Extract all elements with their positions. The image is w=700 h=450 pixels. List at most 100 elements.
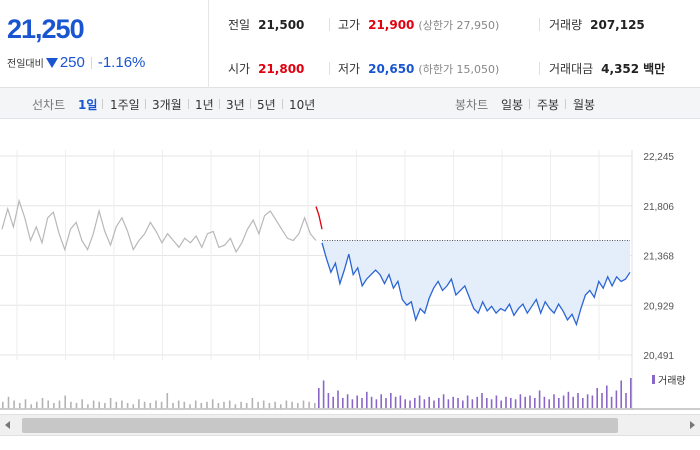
- stat-value: 20,650: [368, 62, 415, 76]
- volume-bar: [466, 395, 469, 408]
- volume-bar: [342, 398, 344, 408]
- volume-bar: [615, 390, 618, 408]
- volume-bar: [562, 395, 565, 408]
- down-triangle-icon: [45, 57, 58, 68]
- volume-bar: [601, 393, 603, 408]
- volume-legend-swatch: [652, 375, 655, 384]
- volume-bar: [471, 399, 474, 409]
- price-chart[interactable]: 22,245 21,806 21,368 20,929 20,491: [0, 120, 700, 414]
- volume-bar: [155, 400, 157, 408]
- volume-bar: [58, 400, 61, 408]
- volume-bar: [251, 398, 254, 408]
- chart-scrollbar[interactable]: [0, 414, 700, 436]
- candle-daily-tab[interactable]: 일봉: [501, 98, 524, 112]
- volume-bar: [366, 391, 368, 409]
- volume-bar: [390, 393, 392, 408]
- series-line-today: [321, 242, 631, 327]
- stat-high: 고가 21,900 (상한가 27,950): [338, 16, 499, 33]
- volume-bar: [132, 404, 135, 409]
- volume-bar: [7, 396, 10, 409]
- volume-bar: [92, 400, 95, 408]
- scroll-right-icon[interactable]: [684, 415, 700, 435]
- volume-bar: [394, 396, 397, 409]
- volume-bar: [548, 399, 550, 409]
- volume-bar: [291, 401, 293, 409]
- stat-value: 207,125: [590, 18, 645, 32]
- candle-monthly-tab[interactable]: 월봉: [573, 98, 596, 112]
- volume-bar: [206, 401, 208, 409]
- volume-bar: [476, 396, 478, 409]
- volume-bar: [268, 403, 271, 408]
- change-row: 전일대비 250 -1.16%: [7, 54, 145, 71]
- volume-bar: [586, 394, 589, 409]
- volume-bar: [2, 401, 4, 409]
- volume-bar: [543, 396, 546, 409]
- volume-bar: [302, 400, 305, 408]
- volume-bar: [262, 400, 265, 408]
- volume-bar: [529, 395, 531, 408]
- volume-bar: [610, 396, 613, 409]
- volume-bar: [625, 393, 627, 408]
- volume-bar: [41, 398, 44, 408]
- volume-bar: [385, 398, 387, 408]
- period-1y-tab[interactable]: 1년: [195, 98, 214, 112]
- volume-bar: [337, 390, 339, 408]
- series-line-previous: [1, 198, 317, 254]
- y-tick-label: 21,368: [643, 252, 674, 263]
- volume-bar: [53, 403, 55, 408]
- y-tick-label: 20,929: [643, 301, 674, 312]
- period-5y-tab[interactable]: 5년: [257, 98, 276, 112]
- volume-bar: [423, 399, 426, 409]
- volume-bar: [462, 400, 464, 408]
- volume-bar: [318, 388, 320, 408]
- stat-open: 시가 21,800: [228, 60, 304, 77]
- stat-value: 21,800: [258, 62, 305, 76]
- current-price: 21,250: [7, 14, 85, 44]
- volume-bar: [438, 398, 440, 408]
- scrollbar-thumb[interactable]: [22, 418, 618, 433]
- volume-bar: [240, 401, 242, 409]
- volume-bar: [418, 395, 421, 408]
- volume-bar: [64, 395, 66, 408]
- change-percent: -1.16%: [97, 54, 146, 71]
- volume-bar: [442, 394, 445, 409]
- period-3m-tab[interactable]: 3개월: [152, 98, 182, 112]
- stat-amount: 거래대금 4,352 백만: [549, 60, 665, 77]
- stat-sub: (상한가 27,950): [418, 19, 500, 32]
- volume-bar: [160, 401, 163, 409]
- volume-bar: [433, 400, 435, 408]
- volume-bar: [567, 391, 570, 409]
- volume-bar: [510, 398, 512, 408]
- volume-bar: [322, 380, 325, 408]
- toolbar-divider: [219, 99, 220, 109]
- volume-bar: [87, 404, 89, 409]
- volume-bar: [234, 404, 237, 409]
- toolbar-divider: [529, 99, 530, 109]
- volume-bar: [200, 403, 203, 408]
- volume-bar: [505, 396, 507, 409]
- volume-bar: [553, 394, 555, 409]
- period-1d-tab[interactable]: 1일: [78, 98, 98, 112]
- volume-bar: [245, 403, 248, 408]
- volume-bar: [620, 380, 622, 408]
- candle-chart-group-label: 봉차트: [455, 98, 489, 112]
- scroll-left-icon[interactable]: [0, 415, 16, 435]
- stat-divider: [329, 18, 330, 31]
- volume-bar: [194, 400, 197, 408]
- volume-bar: [375, 399, 378, 409]
- stat-label: 거래대금: [549, 62, 594, 76]
- volume-bar: [211, 399, 214, 409]
- volume-bar: [414, 398, 416, 408]
- volume-bar: [75, 403, 78, 408]
- toolbar-divider: [188, 99, 189, 109]
- stat-divider: [539, 18, 540, 31]
- y-tick-label: 20,491: [643, 351, 674, 362]
- volume-bar: [428, 396, 430, 409]
- below-baseline-fill: [322, 240, 630, 325]
- period-1w-tab[interactable]: 1주일: [110, 98, 140, 112]
- volume-bar: [274, 401, 276, 409]
- stat-label: 거래량: [549, 18, 583, 32]
- period-10y-tab[interactable]: 10년: [289, 98, 316, 112]
- candle-weekly-tab[interactable]: 주봉: [537, 98, 560, 112]
- period-3y-tab[interactable]: 3년: [226, 98, 245, 112]
